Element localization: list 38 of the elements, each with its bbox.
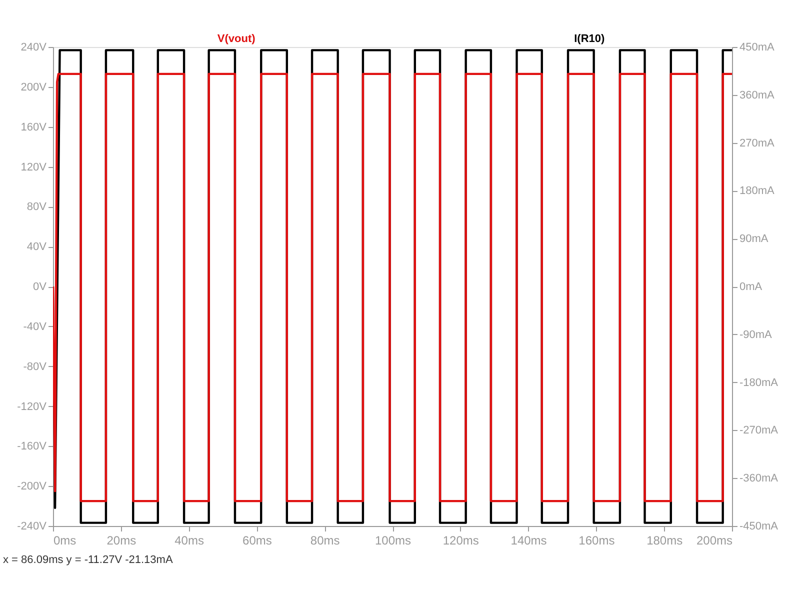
text: V(vout) xyxy=(217,33,256,45)
x-tick-label: 40ms xyxy=(174,534,204,548)
x-tick-label: 60ms xyxy=(242,534,272,548)
y2-tick-label: 450mA xyxy=(740,42,776,54)
x-tick-label: 120ms xyxy=(442,534,479,548)
y-tick-label: -80V xyxy=(23,360,48,373)
y-tick-label: -120V xyxy=(17,400,48,413)
y2-tick-label: 360mA xyxy=(740,89,776,102)
y2-tick-label: 90mA xyxy=(740,233,769,246)
x-tick-label: 200ms xyxy=(696,534,732,548)
y-tick-label: -240V xyxy=(17,520,48,532)
x-tick-label: 140ms xyxy=(510,534,547,548)
series-label: I(R10) xyxy=(574,33,606,45)
y-tick-label: 200V xyxy=(20,81,48,94)
y-tick-label: 160V xyxy=(20,121,48,134)
x-tick-label: 80ms xyxy=(310,534,340,548)
y-tick-label: 80V xyxy=(26,201,48,214)
y2-tick-label: 0mA xyxy=(740,281,763,293)
y-tick-label: -200V xyxy=(17,480,48,493)
y2-tick-label: -90mA xyxy=(740,328,773,341)
y2-tick-label: -450mA xyxy=(740,520,779,532)
y-tick-label: 40V xyxy=(26,241,48,254)
y-tick-label: 240V xyxy=(20,42,48,54)
y2-tick-label: 270mA xyxy=(740,137,776,150)
x-tick-label: 0ms xyxy=(54,534,76,548)
y2-tick-label: -270mA xyxy=(740,424,779,437)
text: x = 86.09ms y = -11.27V -21.13mA xyxy=(3,554,174,566)
x-tick-label: 160ms xyxy=(578,534,615,548)
x-tick-label: 100ms xyxy=(374,534,412,548)
y-tick-label: 120V xyxy=(20,161,48,174)
x-tick-label: 180ms xyxy=(646,534,683,548)
y2-tick-label: 180mA xyxy=(740,185,776,198)
x-tick-label: 20ms xyxy=(106,534,136,548)
y-tick-label: -40V xyxy=(23,320,48,333)
y-tick-label: 0V xyxy=(33,281,48,293)
y-tick-label: -160V xyxy=(17,440,48,453)
y2-tick-label: -360mA xyxy=(740,472,779,485)
y2-tick-label: -180mA xyxy=(740,376,779,389)
